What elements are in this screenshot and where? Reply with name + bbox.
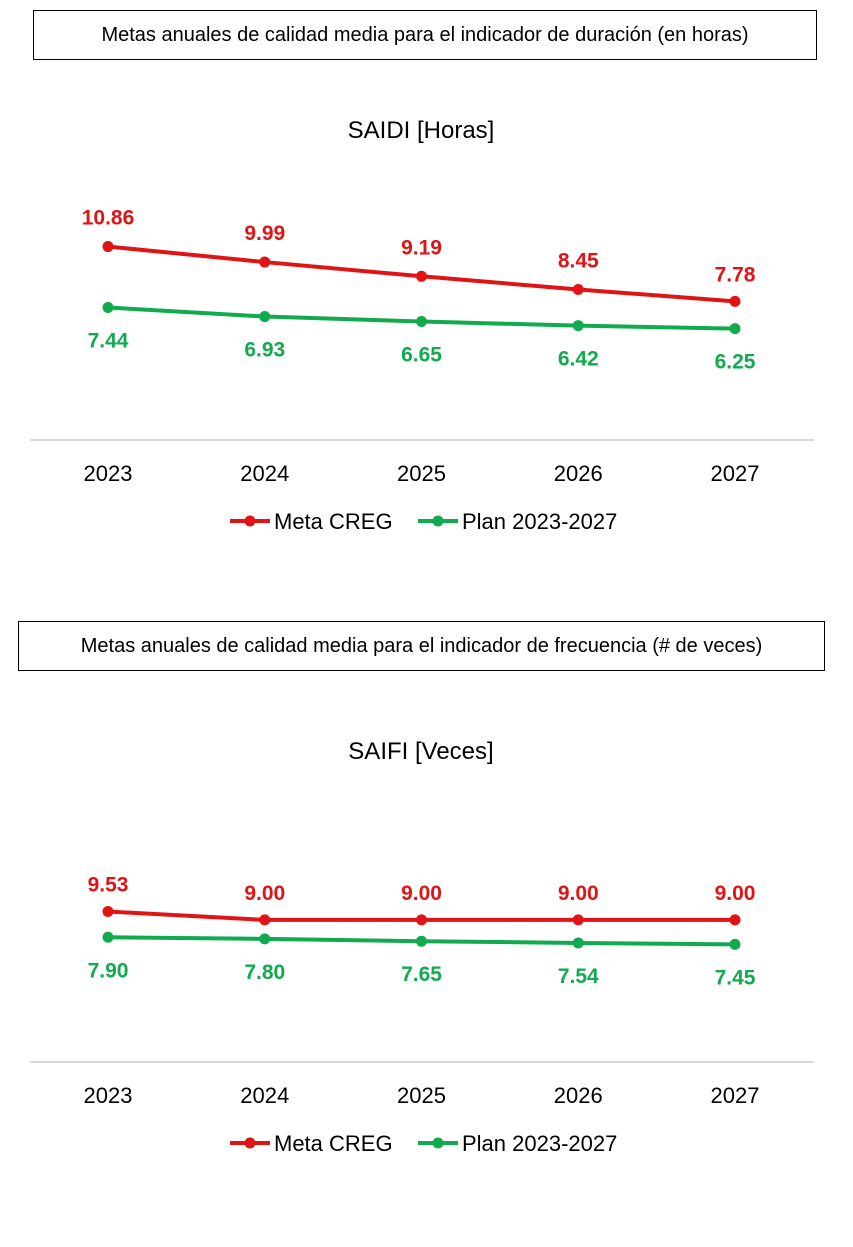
legend-label: Meta CREG (274, 509, 393, 534)
legend-marker (244, 1137, 256, 1149)
x-tick-label: 2025 (397, 1083, 446, 1108)
data-point (102, 301, 114, 313)
data-label: 9.00 (401, 882, 442, 905)
data-point (416, 270, 427, 282)
legend-marker (244, 515, 256, 527)
legend-label: Plan 2023-2027 (462, 1131, 617, 1156)
legend-label: Meta CREG (274, 1131, 393, 1156)
x-tick-label: 2024 (240, 461, 289, 486)
data-point (729, 938, 741, 950)
x-tick-label: 2023 (84, 1083, 133, 1108)
data-label: 6.25 (715, 351, 756, 374)
data-point (259, 311, 271, 323)
data-label: 9.53 (88, 874, 129, 897)
data-label: 9.00 (558, 882, 599, 905)
data-point (729, 914, 741, 926)
data-point (102, 241, 114, 253)
data-label: 9.99 (244, 222, 285, 245)
legend-marker (432, 515, 444, 527)
data-label: 7.65 (401, 963, 442, 986)
frequency-header: Metas anuales de calidad media para el i… (18, 621, 825, 671)
data-label: 9.00 (244, 882, 285, 905)
data-label: 6.65 (401, 344, 442, 367)
data-label: 7.54 (558, 965, 599, 988)
data-label: 7.44 (88, 329, 129, 352)
data-point (572, 320, 584, 332)
data-label: 7.45 (715, 966, 756, 989)
data-label: 7.80 (244, 961, 285, 984)
data-point (259, 256, 271, 268)
data-label: 6.93 (244, 339, 285, 362)
data-point (102, 931, 114, 943)
x-tick-label: 2026 (554, 1083, 603, 1108)
data-label: 9.19 (401, 236, 442, 259)
legend-marker (432, 1137, 444, 1149)
chart-title: SAIFI [Veces] (348, 738, 493, 765)
x-tick-label: 2026 (554, 461, 603, 486)
x-tick-label: 2024 (240, 1083, 289, 1108)
data-point (259, 914, 271, 926)
data-point (572, 914, 584, 926)
data-point (102, 906, 114, 918)
data-point (416, 914, 427, 926)
chart-title: SAIDI [Horas] (348, 117, 495, 144)
x-tick-label: 2025 (397, 461, 446, 486)
data-point (416, 935, 427, 947)
data-label: 6.42 (558, 348, 599, 371)
x-tick-label: 2023 (84, 461, 133, 486)
data-point (572, 283, 584, 295)
saidi-chart: SAIDI [Horas] 2023 2024 2025 2026 2027 10.86 9.… (30, 117, 814, 534)
data-label: 7.78 (715, 263, 756, 286)
data-label: 10.86 (82, 207, 135, 230)
duration-header: Metas anuales de calidad media para el i… (33, 10, 817, 60)
data-label: 9.00 (715, 882, 756, 905)
data-point (729, 295, 741, 307)
data-point (729, 323, 741, 335)
data-label: 7.90 (88, 959, 129, 982)
data-point (572, 937, 584, 949)
data-point (259, 933, 271, 945)
x-tick-label: 2027 (711, 461, 760, 486)
data-label: 8.45 (558, 249, 599, 272)
legend-label: Plan 2023-2027 (462, 509, 617, 534)
data-point (416, 316, 427, 328)
x-tick-label: 2027 (711, 1083, 760, 1108)
